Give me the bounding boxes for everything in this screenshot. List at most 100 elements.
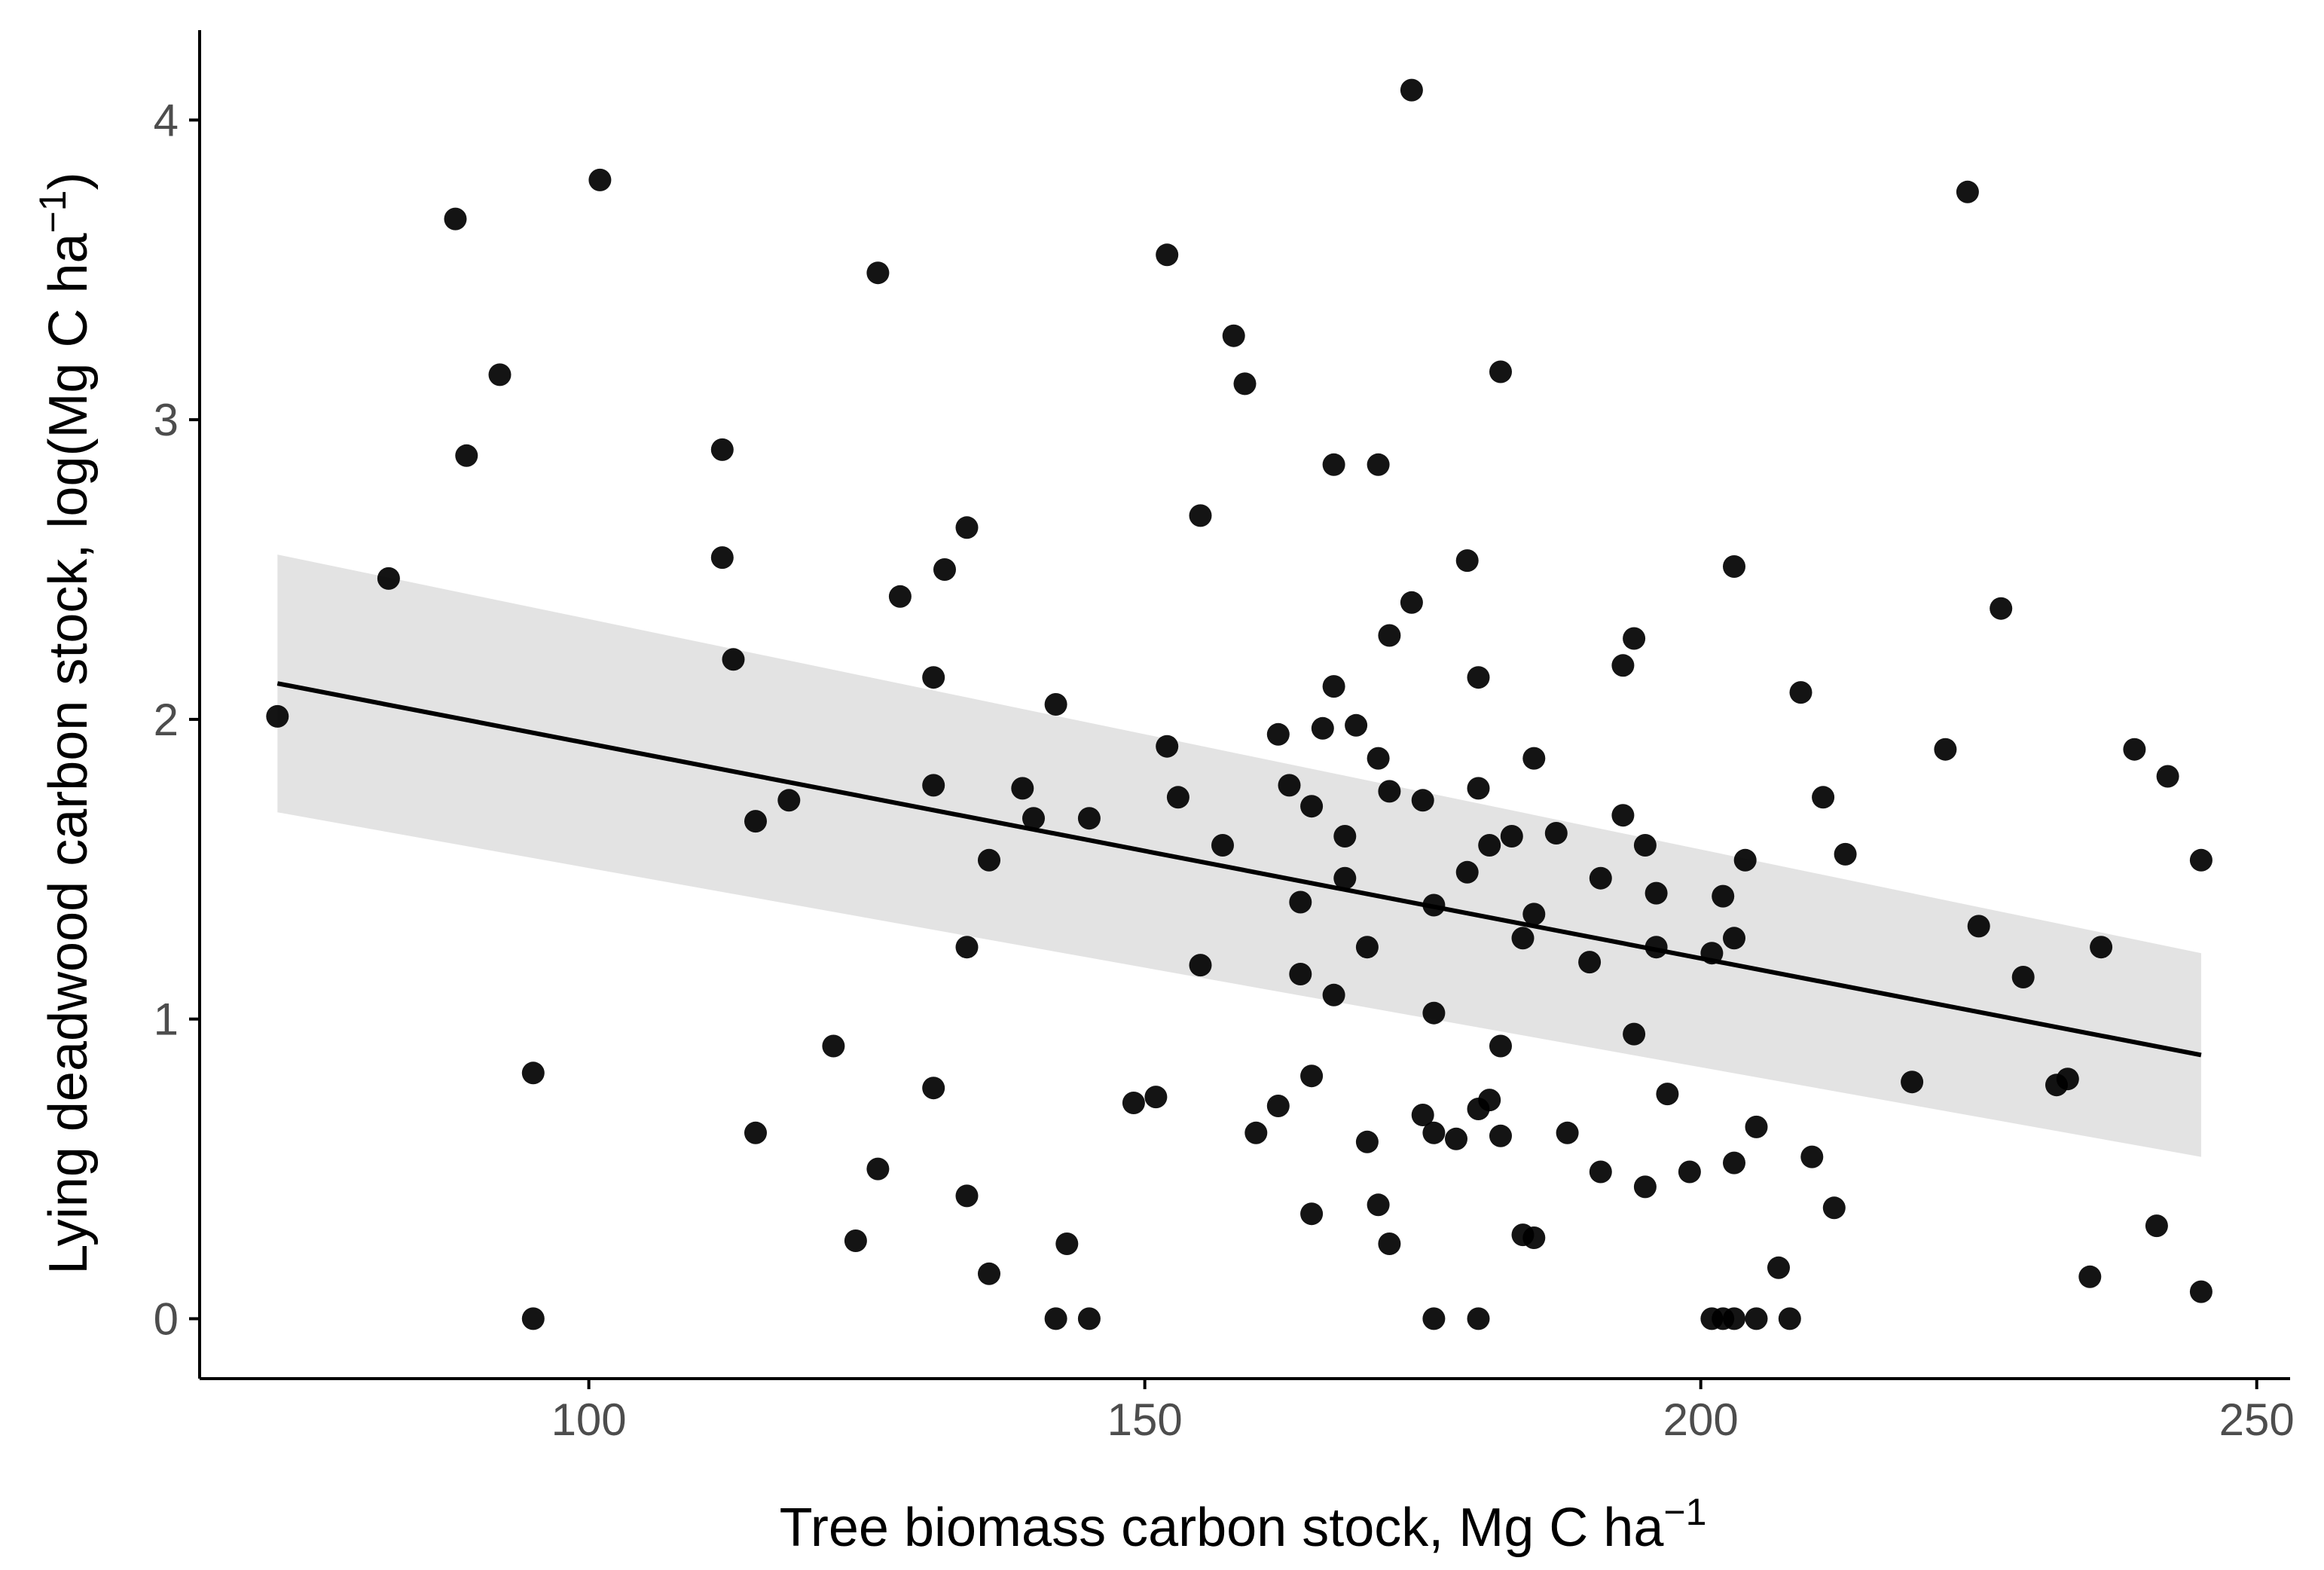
y-axis-title-main: Lying deadwood carbon stock, log(Mg C ha xyxy=(38,232,99,1274)
y-tick-label: 1 xyxy=(154,994,179,1045)
data-point xyxy=(1800,1145,1824,1168)
axes-layer: 100 150 200 250 0 1 2 3 4 xyxy=(154,30,2295,1445)
data-point xyxy=(1467,777,1490,800)
data-point xyxy=(1378,1232,1401,1255)
data-point xyxy=(1500,825,1523,848)
y-tick-label: 4 xyxy=(154,95,179,145)
data-point xyxy=(955,1184,979,1208)
data-point xyxy=(1812,786,1835,809)
data-point xyxy=(1522,903,1546,926)
data-point xyxy=(521,1307,545,1330)
data-point xyxy=(588,168,612,191)
data-point xyxy=(1122,1092,1145,1114)
data-point xyxy=(1244,1121,1268,1144)
data-point xyxy=(1222,324,1245,347)
confidence-band-layer xyxy=(277,554,2201,1157)
data-point xyxy=(1478,834,1501,857)
data-point xyxy=(777,789,801,812)
data-point xyxy=(1589,866,1612,890)
data-point xyxy=(1378,624,1401,647)
data-point xyxy=(1623,627,1646,650)
data-point xyxy=(710,546,734,570)
data-point xyxy=(1367,453,1390,476)
data-point xyxy=(1189,954,1212,977)
data-point xyxy=(2123,738,2146,761)
data-point xyxy=(1189,504,1212,527)
data-point xyxy=(1144,1086,1168,1109)
data-point xyxy=(1289,963,1312,985)
data-point xyxy=(2011,966,2035,988)
data-point xyxy=(1266,1095,1290,1117)
data-point xyxy=(1333,825,1357,848)
x-tick-label: 100 xyxy=(551,1394,627,1445)
data-point xyxy=(1044,693,1067,716)
x-tick-label: 150 xyxy=(1107,1394,1183,1445)
data-point xyxy=(1411,789,1434,812)
data-point xyxy=(978,848,1000,872)
data-point xyxy=(866,1157,890,1181)
data-point xyxy=(1778,1307,1801,1330)
data-point xyxy=(1544,822,1568,845)
data-point xyxy=(1156,735,1179,758)
data-point xyxy=(2189,848,2213,872)
data-point xyxy=(1834,842,1857,866)
data-point xyxy=(488,363,512,386)
confidence-band xyxy=(277,554,2201,1157)
y-axis-title-superscript: −1 xyxy=(32,190,74,233)
data-point xyxy=(377,567,400,590)
data-point xyxy=(1455,549,1479,573)
data-point xyxy=(1623,1022,1646,1046)
data-point xyxy=(1589,1160,1612,1184)
data-point xyxy=(1556,1121,1579,1144)
data-point xyxy=(266,704,289,728)
data-point xyxy=(710,438,734,461)
data-point xyxy=(844,1229,867,1252)
data-point xyxy=(1723,927,1745,950)
x-axis-title-superscript: −1 xyxy=(1663,1491,1706,1533)
data-point xyxy=(722,648,745,671)
data-point xyxy=(955,516,979,539)
data-point xyxy=(1233,372,1257,396)
data-point xyxy=(1300,1064,1324,1088)
data-point xyxy=(2156,765,2179,788)
data-point xyxy=(1633,1175,1657,1199)
data-point xyxy=(1411,1104,1434,1126)
data-point xyxy=(1322,453,1345,476)
data-point xyxy=(1322,983,1345,1006)
data-point xyxy=(1422,1121,1446,1144)
data-point xyxy=(1723,1307,1745,1330)
data-point xyxy=(1611,654,1635,677)
data-point xyxy=(1011,777,1034,800)
data-point xyxy=(1511,927,1535,950)
data-point xyxy=(1712,884,1735,908)
data-point xyxy=(1445,1127,1467,1150)
data-point xyxy=(744,1121,767,1144)
data-point xyxy=(1723,1151,1745,1174)
points-layer xyxy=(266,78,2213,1330)
data-point xyxy=(1467,666,1490,689)
data-point xyxy=(933,558,956,581)
data-point xyxy=(2145,1214,2168,1238)
data-point xyxy=(1767,1256,1790,1279)
data-point xyxy=(866,261,890,285)
data-point xyxy=(1489,360,1512,383)
data-point xyxy=(922,666,945,689)
y-axis-title: Lying deadwood carbon stock, log(Mg C ha… xyxy=(32,172,99,1274)
data-point xyxy=(1077,807,1101,830)
data-point xyxy=(1022,807,1045,830)
data-point xyxy=(1745,1307,1768,1330)
data-point xyxy=(1467,1307,1490,1330)
data-point xyxy=(1044,1307,1067,1330)
data-point xyxy=(1289,890,1312,914)
data-point xyxy=(1990,597,2013,620)
data-point xyxy=(1522,1226,1546,1249)
data-point xyxy=(1956,180,1979,203)
data-point xyxy=(1378,780,1401,803)
data-point xyxy=(1355,1130,1379,1153)
y-tick-label: 0 xyxy=(154,1294,179,1344)
data-point xyxy=(1311,716,1334,740)
data-point xyxy=(1300,1202,1324,1226)
data-point xyxy=(1578,951,1602,974)
data-point xyxy=(1678,1160,1701,1184)
data-point xyxy=(1822,1196,1846,1220)
